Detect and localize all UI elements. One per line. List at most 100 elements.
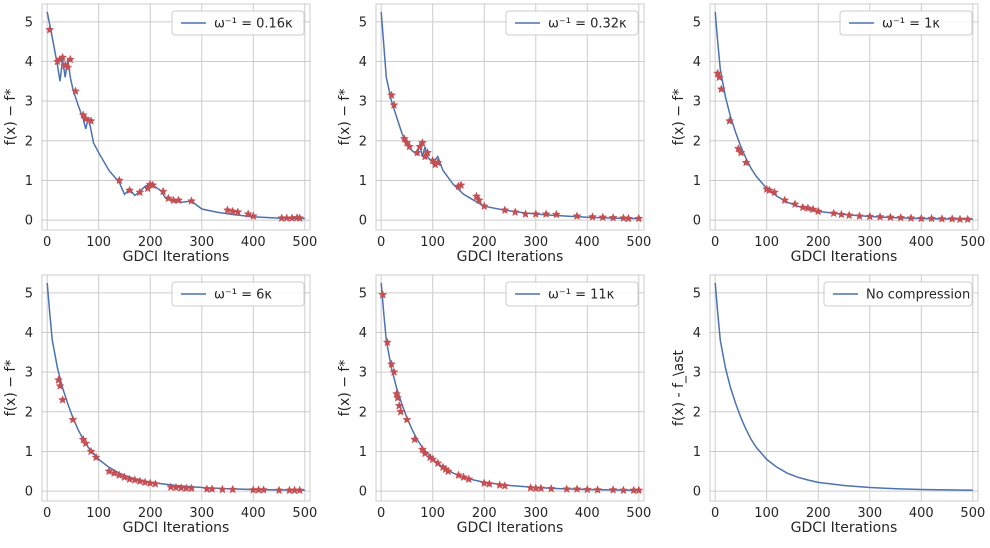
star-marker: [145, 478, 155, 488]
y-axis-label: f(x) − f*: [3, 360, 19, 417]
star-marker: [420, 448, 430, 458]
y-tick-label: 2: [693, 405, 701, 420]
star-marker: [955, 214, 965, 224]
star-marker: [551, 209, 561, 219]
star-marker: [906, 213, 916, 222]
star-marker: [733, 143, 743, 153]
star-marker: [274, 485, 284, 495]
star-marker: [140, 477, 150, 487]
star-marker: [65, 54, 75, 64]
y-tick-label: 1: [359, 174, 367, 189]
star-marker: [410, 434, 420, 444]
star-marker: [58, 52, 68, 62]
x-tick-label: 0: [711, 235, 719, 250]
star-marker: [402, 414, 412, 424]
star-marker: [130, 475, 140, 484]
star-marker: [396, 407, 406, 416]
x-tick-label: 300: [857, 235, 882, 250]
star-marker: [510, 207, 520, 217]
legend-label: ω⁻¹ = 11κ: [548, 288, 615, 303]
star-marker: [803, 203, 813, 213]
y-tick-label: 4: [25, 55, 33, 70]
star-marker: [546, 483, 556, 493]
star-marker: [780, 195, 790, 205]
star-marker: [433, 458, 443, 468]
x-tick-label: 0: [711, 506, 719, 521]
star-marker: [741, 157, 751, 167]
y-tick-label: 2: [25, 134, 33, 149]
y-tick-label: 1: [693, 445, 701, 460]
legend-label: ω⁻¹ = 1κ: [882, 17, 940, 32]
y-tick-label: 2: [25, 405, 33, 420]
star-marker: [474, 195, 484, 205]
star-marker: [228, 484, 238, 494]
star-marker: [120, 472, 129, 482]
y-tick-label: 5: [359, 286, 367, 301]
y-tick-label: 2: [359, 405, 367, 420]
y-axis-label: f(x) - f_\ast: [671, 349, 687, 426]
x-tick-label: 300: [523, 235, 548, 250]
y-tick-label: 4: [359, 55, 367, 70]
x-tick-label: 400: [241, 506, 266, 521]
star-marker: [382, 337, 392, 347]
star-marker: [836, 209, 846, 219]
y-tick-label: 0: [693, 485, 701, 500]
star-marker: [417, 138, 427, 147]
legend-label: No compression: [866, 288, 970, 303]
y-tick-label: 5: [25, 15, 33, 30]
y-tick-label: 0: [25, 485, 33, 500]
y-tick-label: 5: [25, 286, 33, 301]
star-marker: [223, 205, 232, 215]
x-tick-label: 200: [472, 235, 497, 250]
x-tick-label: 200: [806, 506, 831, 521]
star-marker: [394, 401, 404, 410]
star-marker: [150, 479, 160, 488]
star-marker: [187, 483, 196, 493]
y-tick-label: 3: [359, 95, 367, 110]
x-tick-label: 500: [626, 235, 651, 250]
star-marker: [479, 201, 489, 211]
star-marker: [896, 212, 906, 222]
y-axis-label: f(x) − f*: [3, 89, 19, 146]
x-tick-label: 500: [960, 506, 985, 521]
star-marker: [148, 180, 158, 190]
series-line: [714, 11, 973, 221]
star-marker: [423, 147, 432, 157]
x-tick-label: 200: [472, 506, 497, 521]
star-marker: [54, 375, 63, 384]
star-marker: [135, 187, 145, 197]
y-tick-label: 2: [693, 134, 701, 149]
x-tick-label: 300: [523, 506, 548, 521]
x-tick-label: 200: [138, 506, 163, 521]
star-marker: [166, 482, 176, 491]
star-marker: [725, 116, 735, 125]
y-tick-label: 0: [25, 214, 33, 229]
x-axis-label: GDCI Iterations: [457, 249, 564, 265]
x-tick-label: 100: [420, 235, 445, 250]
series-line: [380, 11, 639, 220]
axes-frame: [709, 274, 979, 502]
star-marker: [71, 86, 80, 96]
x-axis-label: GDCI Iterations: [791, 520, 898, 536]
star-marker: [764, 185, 774, 195]
star-marker: [228, 206, 238, 216]
y-tick-label: 2: [359, 134, 367, 149]
x-tick-label: 500: [292, 235, 317, 250]
subplot-1: 0 100 200 300 400 500 0 1 2 3 4 5 GDCI Iterations f(x…: [3, 3, 317, 265]
y-axis-label: f(x) − f*: [337, 360, 353, 417]
x-tick-label: 300: [189, 235, 214, 250]
subplot-2: 0 100 200 300 400 500 0 1 2 3 4 5 GDCI Iterations f(x…: [337, 3, 651, 265]
y-tick-label: 1: [25, 445, 33, 460]
star-marker: [541, 209, 551, 218]
star-marker: [393, 393, 403, 402]
x-tick-label: 400: [909, 506, 934, 521]
star-marker: [114, 175, 124, 185]
star-marker: [433, 157, 443, 167]
star-marker: [259, 485, 269, 494]
star-marker: [634, 213, 644, 223]
legend-label: ω⁻¹ = 6κ: [214, 288, 272, 303]
star-marker: [295, 213, 305, 222]
y-tick-label: 4: [693, 55, 701, 70]
star-marker: [562, 484, 572, 493]
star-marker: [829, 208, 839, 218]
